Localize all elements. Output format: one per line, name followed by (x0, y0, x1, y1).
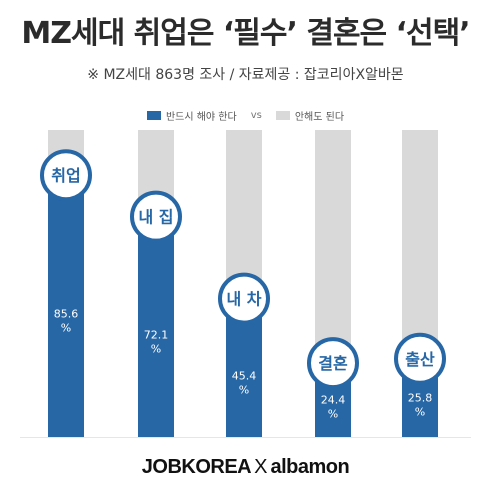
logo-separator: X (254, 456, 268, 478)
category-label: 내 차 (226, 290, 261, 309)
category-label: 내 집 (138, 208, 173, 227)
data-label: 72.1 (144, 328, 169, 341)
data-label-unit: % (328, 408, 338, 421)
legend-label-primary: 반드시 해야 한다 (165, 112, 237, 123)
data-label-unit: % (415, 405, 425, 418)
category-label: 출산 (405, 350, 435, 369)
chart-subtitle: ※ MZ세대 863명 조사 / 자료제공 : 잡코리아X알바몬 (87, 67, 404, 83)
category-circle (218, 272, 270, 325)
category-circle (394, 332, 446, 385)
legend-label-secondary: 안해도 된다 (294, 112, 345, 123)
category-circle (130, 190, 182, 243)
jobkorea-logo: JOBKOREA (141, 456, 252, 478)
bar-primary (48, 174, 84, 437)
category-label: 결혼 (318, 354, 348, 373)
data-label-unit: % (239, 383, 249, 396)
data-label: 24.4 (321, 394, 346, 407)
legend-swatch-primary (146, 111, 161, 120)
albamon-logo: albamon (270, 456, 350, 478)
data-label: 25.8 (408, 391, 433, 404)
category-circle (307, 337, 359, 390)
legend-item-secondary: 안해도 된다 (275, 108, 345, 123)
data-label: 45.4 (232, 369, 257, 382)
category-label: 취업 (51, 166, 80, 185)
chart-title: MZ세대 취업은 ‘필수’ 결혼은 ‘선택’ (21, 16, 470, 51)
bar-primary (138, 215, 174, 437)
legend-item-primary: 반드시 해야 한다 (146, 108, 237, 123)
legend: 반드시 해야 한다 vs 안해도 된다 (0, 108, 491, 123)
data-label: 85.6 (54, 308, 79, 321)
data-label-unit: % (61, 322, 71, 335)
data-label-unit: % (151, 342, 161, 355)
legend-vs: vs (250, 110, 262, 121)
legend-swatch-secondary (275, 111, 290, 120)
category-circle (40, 149, 92, 202)
